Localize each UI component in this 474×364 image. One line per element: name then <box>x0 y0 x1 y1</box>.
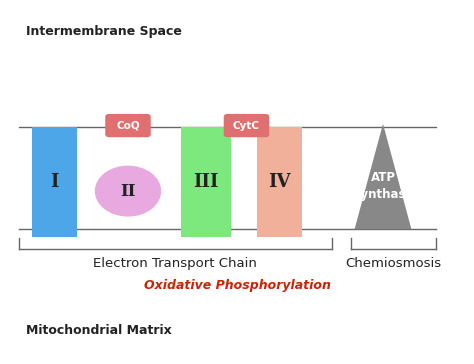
FancyBboxPatch shape <box>32 127 77 237</box>
Text: Electron Transport Chain: Electron Transport Chain <box>93 257 257 270</box>
Text: III: III <box>193 173 219 191</box>
Text: I: I <box>50 173 59 191</box>
Text: Intermembrane Space: Intermembrane Space <box>26 25 182 39</box>
FancyBboxPatch shape <box>257 127 302 237</box>
FancyBboxPatch shape <box>224 114 269 137</box>
Text: CoQ: CoQ <box>116 120 140 131</box>
FancyBboxPatch shape <box>105 114 151 137</box>
Text: IV: IV <box>268 173 291 191</box>
Text: CytC: CytC <box>233 120 260 131</box>
Circle shape <box>95 166 161 217</box>
Text: II: II <box>120 183 136 199</box>
Text: ATP
Synthase: ATP Synthase <box>352 171 414 201</box>
Text: Oxidative Phosphorylation: Oxidative Phosphorylation <box>144 279 330 292</box>
Polygon shape <box>355 124 411 229</box>
Text: Mitochondrial Matrix: Mitochondrial Matrix <box>26 324 172 337</box>
Text: Chemiosmosis: Chemiosmosis <box>346 257 441 270</box>
FancyBboxPatch shape <box>181 127 231 237</box>
